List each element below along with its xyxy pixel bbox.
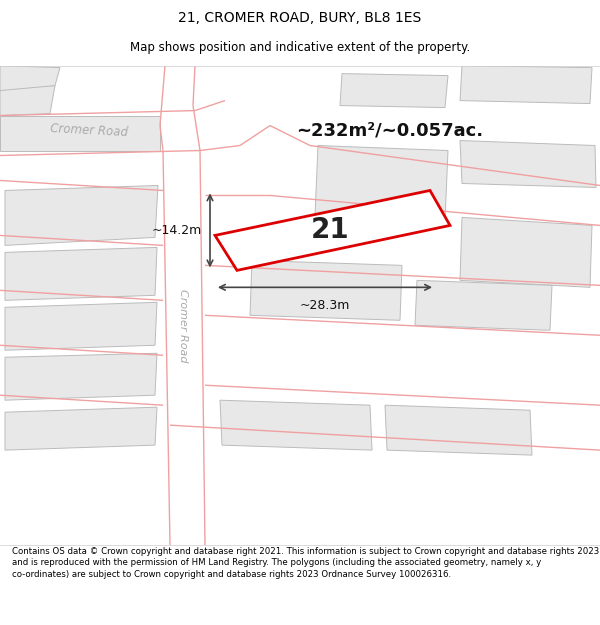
Text: ~14.2m: ~14.2m — [152, 224, 202, 237]
Polygon shape — [215, 191, 450, 271]
Polygon shape — [460, 66, 592, 104]
Polygon shape — [5, 353, 157, 400]
Polygon shape — [340, 74, 448, 108]
Text: 21, CROMER ROAD, BURY, BL8 1ES: 21, CROMER ROAD, BURY, BL8 1ES — [178, 11, 422, 26]
Text: ~28.3m: ~28.3m — [300, 299, 350, 312]
Polygon shape — [315, 146, 448, 221]
Text: Cromer Road: Cromer Road — [50, 122, 128, 139]
Polygon shape — [460, 141, 596, 188]
Polygon shape — [5, 186, 158, 246]
Polygon shape — [0, 86, 55, 116]
Polygon shape — [415, 281, 552, 330]
Text: Contains OS data © Crown copyright and database right 2021. This information is : Contains OS data © Crown copyright and d… — [12, 547, 599, 579]
Polygon shape — [250, 261, 402, 320]
Polygon shape — [5, 302, 157, 350]
Polygon shape — [220, 400, 372, 450]
Polygon shape — [0, 66, 60, 91]
Text: ~232m²/~0.057ac.: ~232m²/~0.057ac. — [296, 121, 484, 139]
Polygon shape — [460, 217, 592, 288]
Text: Cromer Road: Cromer Road — [178, 289, 188, 362]
Polygon shape — [5, 407, 157, 450]
Polygon shape — [5, 248, 157, 301]
Text: Map shows position and indicative extent of the property.: Map shows position and indicative extent… — [130, 41, 470, 54]
Polygon shape — [0, 116, 160, 151]
Text: 21: 21 — [311, 216, 349, 244]
Polygon shape — [385, 405, 532, 455]
